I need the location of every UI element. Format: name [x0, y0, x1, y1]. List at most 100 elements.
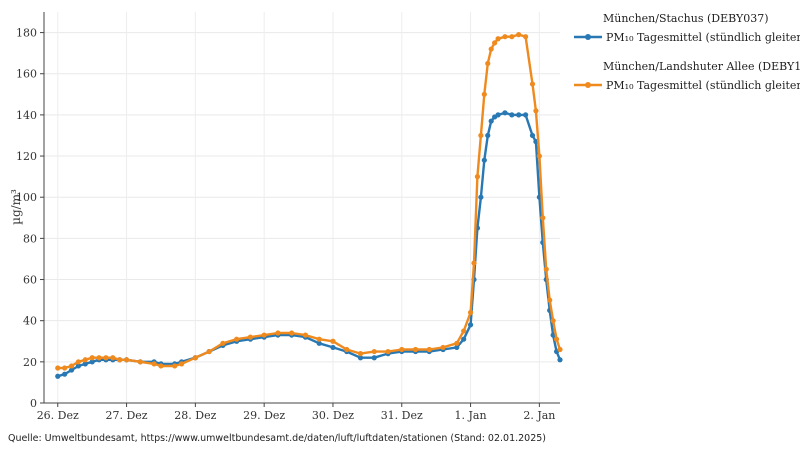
- data-point: [220, 340, 226, 346]
- data-point: [485, 132, 491, 139]
- data-point: [316, 336, 322, 342]
- series-lines: [55, 32, 563, 379]
- data-point: [426, 346, 432, 353]
- series-2: [55, 32, 563, 371]
- data-point: [509, 112, 515, 118]
- legend-station-name: München/Stachus (DEBY037): [603, 12, 769, 25]
- data-point: [82, 357, 88, 363]
- series-line: [57, 33, 562, 370]
- data-point: [316, 340, 322, 346]
- data-point: [75, 359, 81, 365]
- y-tick-labels: 0 20 40 60 80 100 120 140 160 180: [16, 27, 44, 410]
- x-tick-label: 28. Dez: [174, 409, 216, 422]
- data-point: [495, 36, 501, 42]
- data-point: [192, 355, 198, 361]
- data-point: [467, 322, 474, 328]
- data-point: [371, 355, 377, 361]
- series-1: [55, 110, 563, 379]
- data-point: [471, 260, 477, 266]
- legend-entry-1[interactable]: München/Stachus (DEBY037) PM₁₀ Tagesmitte…: [574, 12, 800, 44]
- y-tick-label: 160: [16, 68, 37, 81]
- data-point: [557, 346, 563, 353]
- data-point: [357, 351, 364, 357]
- data-point: [478, 194, 484, 200]
- data-point: [454, 340, 460, 346]
- data-point: [550, 318, 556, 324]
- y-tick-label: 180: [16, 27, 37, 40]
- legend-series-name: PM₁₀ Tagesmittel (stündlich gleitend): [606, 31, 800, 44]
- y-tick-label: 0: [30, 397, 37, 410]
- data-point: [330, 338, 336, 344]
- data-point: [516, 112, 522, 118]
- data-point: [158, 363, 164, 369]
- y-tick-label: 120: [16, 150, 37, 163]
- data-point: [137, 359, 143, 365]
- data-point: [179, 361, 185, 367]
- data-point: [492, 40, 498, 46]
- data-point: [474, 174, 481, 180]
- data-point: [371, 348, 377, 355]
- data-point: [502, 34, 508, 40]
- data-point: [110, 355, 116, 361]
- grid-lines: [44, 12, 560, 403]
- data-point: [454, 344, 460, 351]
- data-point: [478, 132, 484, 139]
- data-point: [399, 346, 405, 353]
- data-point: [495, 112, 501, 118]
- legend-entry-2[interactable]: München/Landshuter Allee (DEBY115) PM₁₀ T…: [574, 60, 800, 92]
- data-point: [523, 112, 529, 118]
- data-point: [543, 266, 549, 272]
- y-tick-label: 60: [23, 274, 37, 287]
- data-point: [62, 371, 68, 377]
- y-tick-label: 100: [16, 191, 37, 204]
- data-point: [82, 361, 88, 367]
- x-tick-label: 27. Dez: [105, 409, 147, 422]
- data-point: [289, 330, 295, 336]
- data-point: [357, 355, 364, 361]
- data-point: [529, 132, 536, 139]
- data-point: [540, 215, 546, 221]
- data-point: [485, 60, 491, 67]
- data-point: [330, 344, 336, 351]
- y-tick-label: 20: [23, 356, 37, 369]
- x-tick-label: 1. Jan: [455, 409, 487, 422]
- data-point: [385, 348, 391, 355]
- x-tick-label: 31. Dez: [381, 409, 423, 422]
- data-point: [553, 336, 560, 342]
- legend-marker: [585, 82, 591, 88]
- data-point: [234, 336, 240, 342]
- x-tick-label: 29. Dez: [243, 409, 285, 422]
- legend[interactable]: München/Stachus (DEBY037) PM₁₀ Tagesmitte…: [574, 12, 800, 92]
- data-point: [302, 332, 309, 338]
- data-point: [96, 355, 102, 361]
- data-point: [461, 336, 467, 342]
- y-axis-label: µg/m³: [9, 189, 23, 225]
- data-point: [172, 363, 178, 369]
- data-point: [62, 365, 68, 371]
- data-point: [502, 110, 508, 116]
- x-tick-label: 30. Dez: [312, 409, 354, 422]
- data-point: [536, 153, 542, 159]
- data-point: [89, 359, 95, 365]
- data-point: [481, 91, 487, 97]
- data-point: [55, 365, 61, 371]
- data-point: [89, 355, 95, 361]
- data-point: [206, 348, 212, 355]
- data-point: [151, 361, 157, 367]
- data-point: [529, 81, 536, 87]
- legend-series-name: PM₁₀ Tagesmittel (stündlich gleitend): [606, 79, 800, 92]
- data-point: [533, 108, 539, 114]
- data-point: [488, 46, 494, 52]
- y-tick-label: 140: [16, 109, 37, 122]
- y-tick-label: 40: [23, 315, 37, 328]
- data-point: [488, 118, 494, 124]
- data-point: [412, 346, 419, 353]
- data-point: [103, 355, 109, 361]
- x-tick-labels: 26. Dez 27. Dez 28. Dez 29. Dez 30. Dez 31. D…: [37, 403, 555, 422]
- source-note: Quelle: Umweltbundesamt, https://www.umw…: [8, 433, 547, 444]
- data-point: [344, 346, 350, 353]
- data-point: [247, 334, 253, 340]
- data-point: [123, 357, 130, 363]
- x-tick-label: 2. Jan: [523, 409, 555, 422]
